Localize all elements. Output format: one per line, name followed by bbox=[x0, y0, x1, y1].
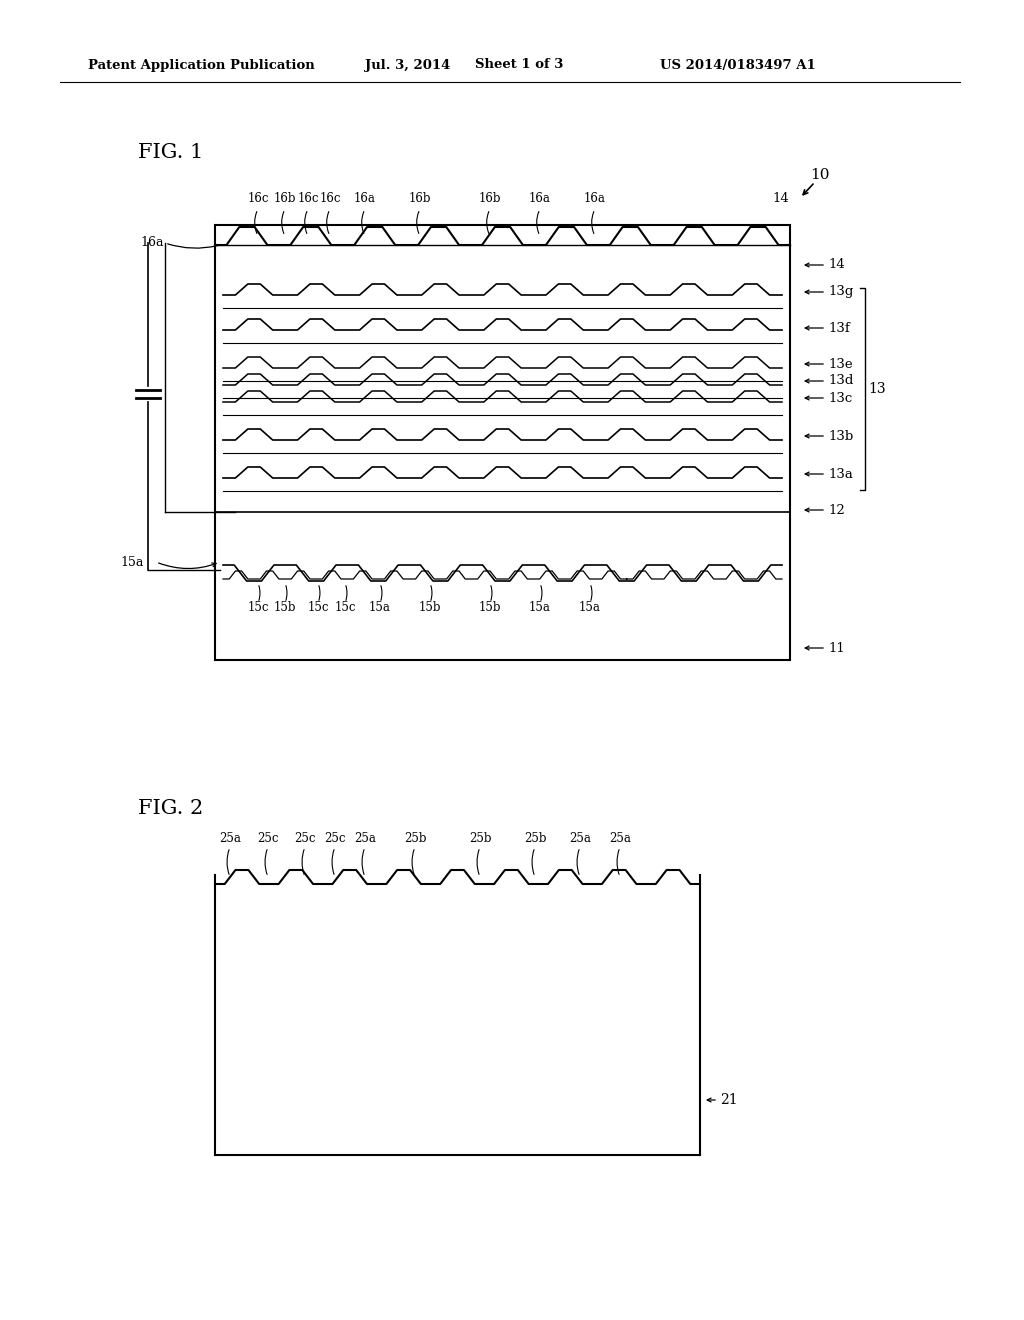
Text: 25b: 25b bbox=[523, 832, 546, 845]
Text: 16a: 16a bbox=[140, 236, 164, 249]
Text: 15b: 15b bbox=[479, 601, 502, 614]
Text: 15a: 15a bbox=[369, 601, 391, 614]
Bar bbox=[215, 224, 790, 660]
Text: 16a: 16a bbox=[584, 191, 606, 205]
Text: 15a: 15a bbox=[120, 557, 143, 569]
Text: 16c: 16c bbox=[297, 191, 318, 205]
Text: 25b: 25b bbox=[403, 832, 426, 845]
Text: 13f: 13f bbox=[828, 322, 850, 334]
Text: 15b: 15b bbox=[419, 601, 441, 614]
Text: 13d: 13d bbox=[828, 375, 853, 388]
Text: 15a: 15a bbox=[529, 601, 551, 614]
Text: 15c: 15c bbox=[334, 601, 355, 614]
Text: 25b: 25b bbox=[469, 832, 492, 845]
Text: 16b: 16b bbox=[273, 191, 296, 205]
Text: 16c: 16c bbox=[319, 191, 341, 205]
Text: FIG. 2: FIG. 2 bbox=[138, 799, 203, 817]
Text: 13c: 13c bbox=[828, 392, 852, 404]
Text: 12: 12 bbox=[828, 503, 845, 516]
Text: 13: 13 bbox=[868, 381, 886, 396]
Text: 25c: 25c bbox=[325, 832, 346, 845]
Text: Sheet 1 of 3: Sheet 1 of 3 bbox=[475, 58, 563, 71]
Text: 16a: 16a bbox=[529, 191, 551, 205]
Text: 21: 21 bbox=[720, 1093, 737, 1107]
Text: Jul. 3, 2014: Jul. 3, 2014 bbox=[365, 58, 451, 71]
Text: 13g: 13g bbox=[828, 285, 853, 298]
Text: 13e: 13e bbox=[828, 358, 853, 371]
Text: 16a: 16a bbox=[354, 191, 376, 205]
Text: 16c: 16c bbox=[247, 191, 268, 205]
Text: 15c: 15c bbox=[307, 601, 329, 614]
Text: 16b: 16b bbox=[409, 191, 431, 205]
Text: 13a: 13a bbox=[828, 467, 853, 480]
Text: 15b: 15b bbox=[273, 601, 296, 614]
Text: 13b: 13b bbox=[828, 429, 853, 442]
Text: 16b: 16b bbox=[479, 191, 502, 205]
Text: 25a: 25a bbox=[354, 832, 376, 845]
Text: Patent Application Publication: Patent Application Publication bbox=[88, 58, 314, 71]
Text: 25a: 25a bbox=[609, 832, 631, 845]
Text: 14: 14 bbox=[828, 259, 845, 272]
Text: 25a: 25a bbox=[219, 832, 241, 845]
Text: 10: 10 bbox=[810, 168, 829, 182]
Text: 15c: 15c bbox=[247, 601, 268, 614]
Text: 25c: 25c bbox=[257, 832, 279, 845]
Text: 15a: 15a bbox=[579, 601, 601, 614]
Text: US 2014/0183497 A1: US 2014/0183497 A1 bbox=[660, 58, 816, 71]
Text: 25a: 25a bbox=[569, 832, 591, 845]
Text: 11: 11 bbox=[828, 642, 845, 655]
Text: 25c: 25c bbox=[294, 832, 315, 845]
Text: FIG. 1: FIG. 1 bbox=[138, 144, 204, 162]
Text: 14: 14 bbox=[772, 191, 788, 205]
